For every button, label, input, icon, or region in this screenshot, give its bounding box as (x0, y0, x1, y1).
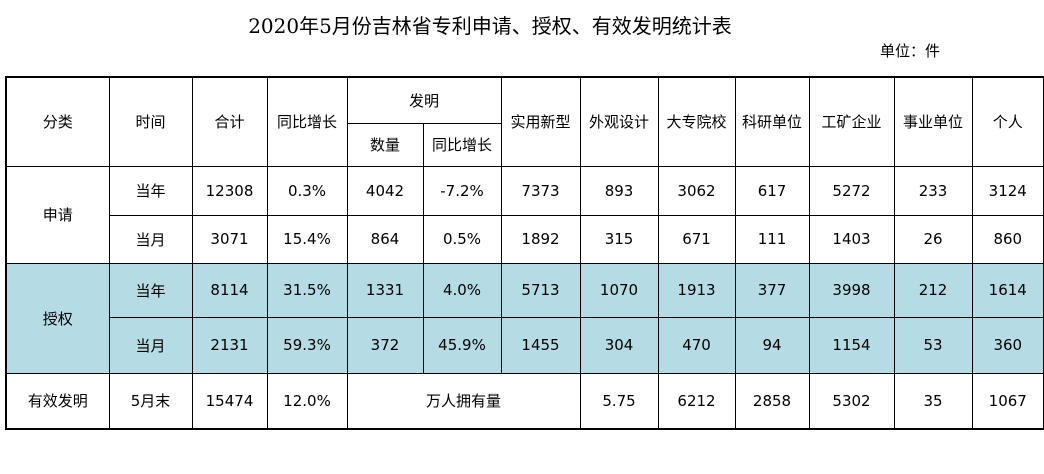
cell-inv-yoy: 0.5% (422, 214, 502, 264)
header-institution: 事业单位 (893, 76, 973, 167)
cell-research: 377 (734, 262, 810, 318)
cell-design: 315 (579, 214, 659, 264)
cell-per-10k-label: 万人拥有量 (346, 372, 581, 430)
cell-inv-yoy: 45.9% (422, 316, 502, 374)
cell-time: 当年 (108, 165, 193, 216)
header-row-2: 数量 同比增长 (6, 122, 1044, 167)
table-row: 申请 当年 12308 0.3% 4042 -7.2% 7373 893 306… (5, 165, 1044, 264)
cell-inv-yoy: -7.2% (422, 165, 502, 216)
header-inv-count: 数量 (346, 122, 424, 167)
cell-total: 3071 (191, 214, 268, 264)
cell-institution: 35 (893, 372, 973, 430)
cell-individual: 360 (971, 316, 1044, 374)
cell-yoy: 15.4% (266, 214, 348, 264)
cell-yoy: 59.3% (266, 316, 348, 374)
cell-time: 5月末 (108, 372, 193, 430)
cell-enterprise: 3998 (808, 262, 895, 318)
cell-institution: 26 (893, 214, 973, 264)
table-row: 当月 3071 15.4% 864 0.5% 1892 315 671 111 … (6, 214, 1044, 264)
page-title: 2020年5月份吉林省专利申请、授权、有效发明统计表 (248, 14, 732, 38)
cell-per-10k-value: 5.75 (579, 372, 659, 430)
cell-total: 2131 (191, 316, 268, 374)
cell-time: 当年 (108, 262, 193, 318)
header-design: 外观设计 (579, 76, 659, 167)
statistics-table: 分类 时间 合计 同比增长 发明 实用新型 外观设计 大专院校 科研单位 工矿企… (5, 76, 1044, 430)
cell-design: 893 (579, 165, 659, 216)
cell-institution: 212 (893, 262, 973, 318)
row-label-application: 申请 (5, 165, 110, 264)
cell-college: 3062 (657, 165, 736, 216)
cell-total: 15474 (191, 372, 268, 430)
cell-enterprise: 5302 (808, 372, 895, 430)
cell-enterprise: 1154 (808, 316, 895, 374)
cell-utility: 1455 (500, 316, 581, 374)
cell-utility: 5713 (500, 262, 581, 318)
cell-individual: 1614 (971, 262, 1044, 318)
cell-yoy: 12.0% (266, 372, 348, 430)
cell-college: 470 (657, 316, 736, 374)
cell-college: 671 (657, 214, 736, 264)
cell-research: 94 (734, 316, 810, 374)
cell-total: 8114 (191, 262, 268, 318)
row-label-grant: 授权 (5, 262, 110, 374)
header-enterprise: 工矿企业 (808, 76, 895, 167)
cell-enterprise: 5272 (808, 165, 895, 216)
cell-enterprise: 1403 (808, 214, 895, 264)
table-row: 当月 2131 59.3% 372 45.9% 1455 304 470 94 … (6, 316, 1044, 374)
table-row: 授权 当年 8114 31.5% 1331 4.0% 5713 1070 191… (5, 262, 1044, 374)
cell-college: 1913 (657, 262, 736, 318)
cell-research: 111 (734, 214, 810, 264)
header-category: 分类 (5, 76, 110, 167)
cell-time: 当月 (108, 316, 193, 374)
cell-research: 617 (734, 165, 810, 216)
cell-design: 1070 (579, 262, 659, 318)
table-row: 有效发明 5月末 15474 12.0% 万人拥有量 5.75 6212 285… (5, 372, 1044, 430)
cell-utility: 1892 (500, 214, 581, 264)
cell-time: 当月 (108, 214, 193, 264)
cell-yoy: 0.3% (266, 165, 348, 216)
cell-yoy: 31.5% (266, 262, 348, 318)
header-utility: 实用新型 (500, 76, 581, 167)
cell-inv-count: 1331 (346, 262, 424, 318)
header-individual: 个人 (971, 76, 1044, 167)
cell-individual: 1067 (971, 372, 1044, 430)
cell-research: 2858 (734, 372, 810, 430)
header-total: 合计 (191, 76, 268, 167)
header-college: 大专院校 (657, 76, 736, 167)
cell-inv-count: 4042 (346, 165, 424, 216)
cell-design: 304 (579, 316, 659, 374)
header-research: 科研单位 (734, 76, 810, 167)
cell-individual: 3124 (971, 165, 1044, 216)
cell-utility: 7373 (500, 165, 581, 216)
unit-label: 单位：件 (880, 42, 941, 60)
row-label-valid: 有效发明 (5, 372, 110, 430)
header-yoy: 同比增长 (266, 76, 348, 167)
cell-inv-yoy: 4.0% (422, 262, 502, 318)
cell-total: 12308 (191, 165, 268, 216)
header-invention: 发明 (346, 76, 502, 124)
header-inv-yoy: 同比增长 (422, 122, 502, 167)
cell-inv-count: 372 (346, 316, 424, 374)
header-row-1: 分类 时间 合计 同比增长 发明 实用新型 外观设计 大专院校 科研单位 工矿企… (5, 76, 1044, 167)
header-time: 时间 (108, 76, 193, 167)
cell-institution: 233 (893, 165, 973, 216)
cell-institution: 53 (893, 316, 973, 374)
cell-college: 6212 (657, 372, 736, 430)
cell-inv-count: 864 (346, 214, 424, 264)
cell-individual: 860 (971, 214, 1044, 264)
